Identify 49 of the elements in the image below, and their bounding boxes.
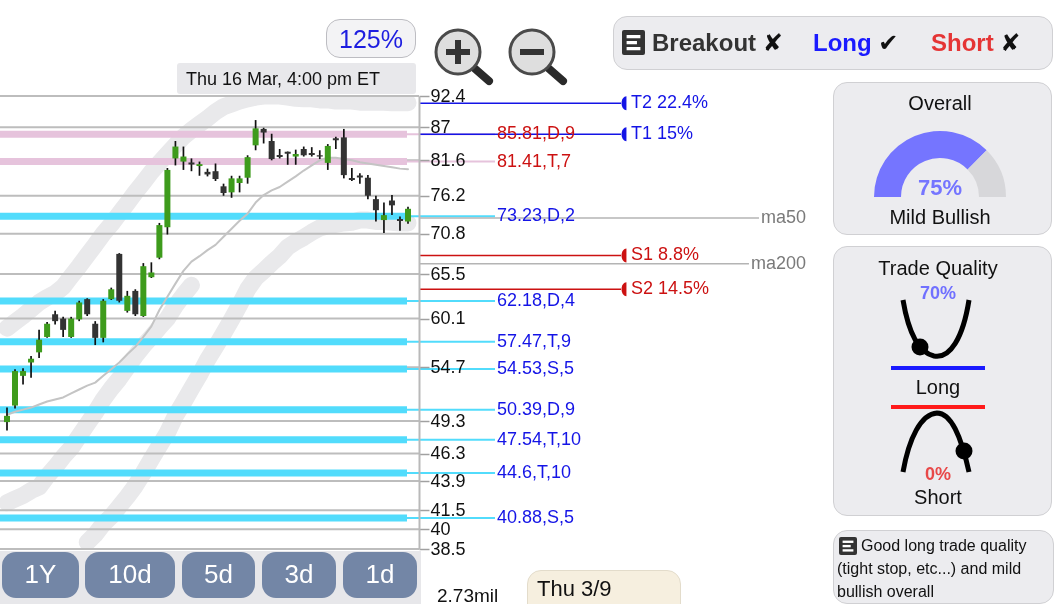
text: Thu 3/9: [537, 576, 612, 602]
ref-line-label: T1 15%: [631, 123, 694, 144]
ref-line-label: 57.47,T,9: [497, 330, 572, 351]
ref-line-label: ma50: [760, 206, 806, 227]
ref-line-label: 62.18,D,4: [497, 289, 576, 310]
y-tick-label: 49.3: [430, 410, 466, 431]
text: Short ✘: [931, 28, 1021, 57]
y-tick-label: 70.8: [430, 223, 466, 244]
text: Trade Quality: [878, 256, 998, 280]
ref-line-label: 81.41,T,7: [497, 150, 572, 171]
ref-line-label: 40.88,S,5: [497, 506, 575, 527]
y-tick-label: 92.4: [430, 85, 466, 106]
text: 10d: [108, 559, 152, 590]
text: 1Y: [24, 559, 57, 590]
y-tick-label: 87: [430, 116, 451, 137]
text: 3d: [284, 559, 314, 590]
ref-line-label: ma200: [750, 252, 806, 273]
text: 125%: [339, 24, 403, 53]
y-tick-label: 81.6: [430, 149, 466, 170]
text: 5d: [204, 559, 233, 590]
y-tick-label: 43.9: [430, 470, 466, 491]
y-tick-label: 65.5: [430, 263, 466, 284]
chart-title: Overall: [908, 92, 972, 114]
ref-line-label: 47.54,T,10: [497, 428, 582, 449]
y-tick-label: 38.5: [430, 538, 466, 559]
ref-line-label: 54.53,S,5: [497, 357, 575, 378]
text: Short: [914, 485, 962, 509]
text: Thu 16 Mar, 4:00 pm ET: [186, 68, 381, 89]
ref-line-label: 44.6,T,10: [497, 461, 572, 482]
y-tick-label: 41.5: [430, 499, 466, 520]
ref-line-label: T2 22.4%: [631, 92, 709, 113]
text: Long: [915, 375, 961, 399]
text: Long ✔: [813, 28, 899, 57]
ref-line-label: S2 14.5%: [631, 278, 710, 299]
ref-line-label: S1 8.8%: [631, 244, 700, 265]
ref-line-label: 73.23,D,2: [497, 205, 576, 226]
text: 1d: [365, 559, 395, 590]
y-tick-label: 60.1: [430, 308, 466, 329]
text: 2.73mil: [437, 585, 499, 604]
y-tick-label: 46.3: [430, 443, 466, 464]
text: Breakout ✘: [652, 28, 783, 57]
y-tick-label: 40: [430, 518, 451, 539]
text: 0%: [924, 463, 952, 485]
text: Good long trade quality (tight stop, etc...) and mild bullish overall: [837, 536, 1028, 602]
text: Mild Bullish: [889, 206, 991, 228]
text: 70%: [919, 282, 957, 304]
y-tick-label: 76.2: [430, 185, 466, 206]
data-label: 75%: [917, 175, 963, 200]
ref-line-label: 50.39,D,9: [497, 398, 576, 419]
